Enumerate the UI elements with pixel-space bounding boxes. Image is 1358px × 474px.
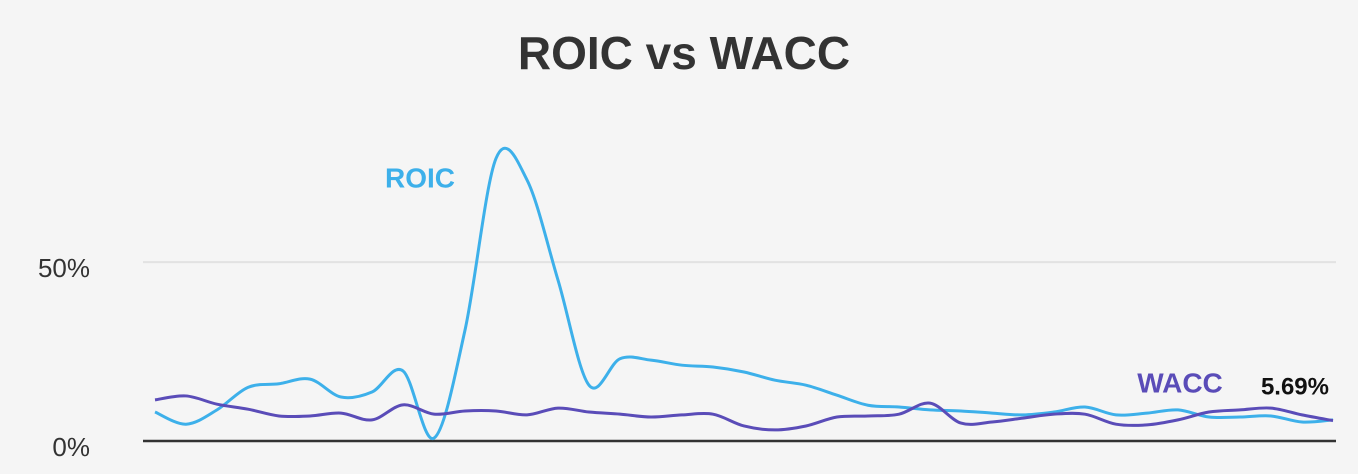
chart-title: ROIC vs WACC <box>518 27 850 79</box>
line-series <box>154 146 1334 440</box>
line-series <box>154 394 1334 432</box>
value-label: 5.69% <box>1261 373 1329 400</box>
y-tick-label: 0% <box>52 432 90 462</box>
y-tick-label: 50% <box>38 253 90 283</box>
series-label: ROIC <box>385 162 455 193</box>
series-label: WACC <box>1137 367 1223 398</box>
